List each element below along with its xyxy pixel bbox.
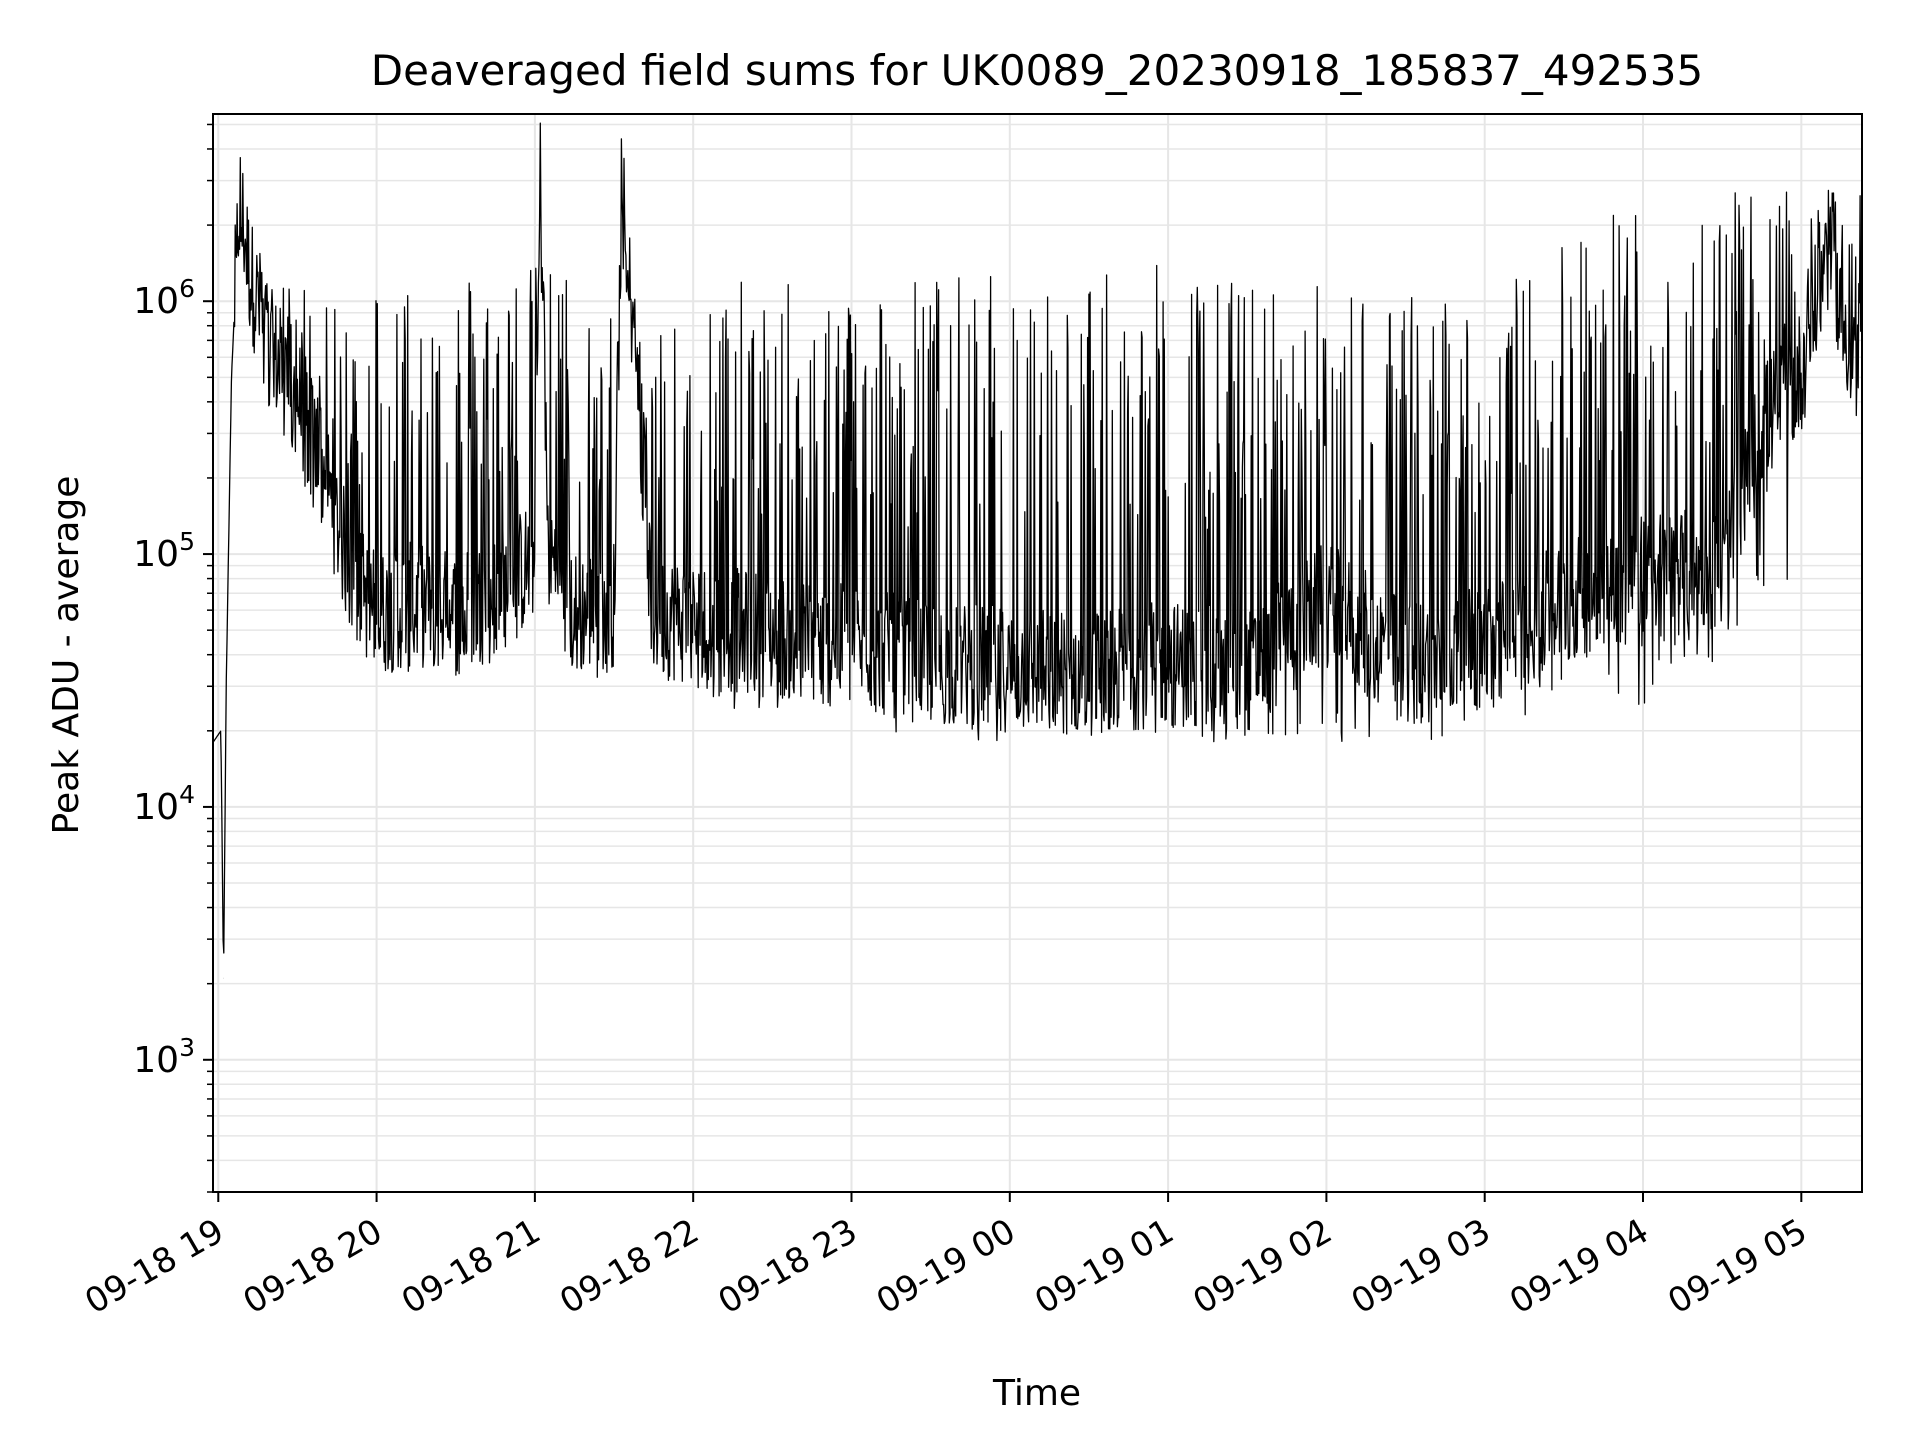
- x-tick-label: 09-19 01: [1028, 1211, 1180, 1322]
- x-tick-label: 09-19 03: [1345, 1211, 1497, 1322]
- y-tick-label: 103: [133, 1033, 195, 1081]
- x-tick-label: 09-19 04: [1503, 1211, 1655, 1322]
- y-axis-label: Peak ADU - average: [46, 476, 87, 835]
- y-tick-label: 104: [133, 780, 195, 828]
- major-grid: [213, 114, 1862, 1192]
- series-line: [212, 122, 1863, 979]
- x-axis-label: Time: [992, 1373, 1081, 1414]
- x-axis-ticks: 09-18 19 09-18 20 09-18 21 09-18 22 09-18 23…: [78, 1192, 1814, 1322]
- y-axis-minor-ticks: [207, 123, 213, 1193]
- y-tick-label: 105: [133, 527, 195, 575]
- x-tick-label: 09-19 00: [870, 1211, 1022, 1322]
- plot-frame: [212, 113, 1863, 1193]
- y-tick-label: 106: [133, 274, 195, 322]
- x-tick-label: 09-18 23: [712, 1211, 864, 1322]
- chart-title: Deaveraged field sums for UK0089_2023091…: [371, 46, 1703, 95]
- x-tick-label: 09-18 19: [78, 1211, 230, 1322]
- x-tick-label: 09-18 22: [553, 1211, 705, 1322]
- series-layer: [212, 122, 1863, 979]
- x-tick-label: 09-18 20: [237, 1211, 389, 1322]
- y-axis-ticks: 103 104 105 106: [133, 274, 213, 1081]
- x-tick-label: 09-19 05: [1661, 1211, 1813, 1322]
- x-tick-label: 09-18 21: [395, 1211, 547, 1322]
- x-tick-label: 09-19 02: [1187, 1211, 1339, 1322]
